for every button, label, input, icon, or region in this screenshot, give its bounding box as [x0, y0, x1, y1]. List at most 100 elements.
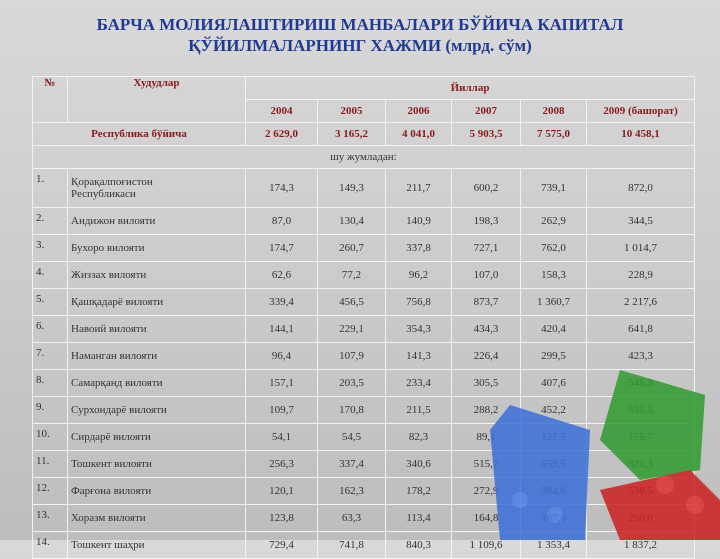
value-cell: 659,5: [520, 450, 587, 478]
total-cell: 5 903,5: [451, 122, 521, 146]
region-row: 6. Навоий вилояти 144,1 229,1 354,3 434,3 420,…: [32, 315, 696, 343]
value-cell: 203,5: [317, 369, 386, 397]
value-cell: 727,1: [451, 234, 521, 262]
region-name: Андижон вилояти: [67, 207, 246, 235]
title-line: ҚЎЙИЛМАЛАРНИНГ ХАЖМИ (млрд. сўм): [188, 36, 532, 55]
value-cell: 54,1: [245, 423, 318, 451]
value-cell: 641,8: [585, 315, 696, 343]
region-name: Наманган вилояти: [67, 342, 246, 370]
value-cell: 226,4: [451, 342, 521, 370]
value-cell: 595,5: [585, 396, 696, 424]
region-row: 2. Андижон вилояти 87,0 130,4 140,9 198,3 262,…: [32, 207, 696, 235]
value-cell: 339,4: [245, 288, 318, 316]
value-cell: 54,5: [317, 423, 386, 451]
row-number: 6.: [32, 315, 68, 343]
value-cell: 384,6: [520, 477, 587, 505]
value-cell: 434,3: [451, 315, 521, 343]
value-cell: 262,9: [520, 207, 587, 235]
region-name: Қорақалпоғистон Республикаси: [67, 168, 246, 208]
value-cell: 272,9: [451, 477, 521, 505]
years-row: 2004 2005 2006 2007 2008 2009 (башорат): [33, 99, 696, 123]
header-cell: №: [32, 76, 68, 123]
value-cell: 600,2: [451, 168, 521, 208]
value-cell: 211,5: [385, 396, 452, 424]
total-cell: 7 575,0: [520, 122, 587, 146]
region-name: Тошкент вилояти: [67, 450, 246, 478]
value-cell: 2 217,6: [585, 288, 696, 316]
region-name: Қашқадарё вилояти: [67, 288, 246, 316]
value-cell: 762,0: [520, 234, 587, 262]
title-line: БАРЧА МОЛИЯЛАШТИРИШ МАНБАЛАРИ БЎЙИЧА КАП…: [96, 15, 624, 34]
region-name: Сирдарё вилояти: [67, 423, 246, 451]
subheader-row: шу жумладан:: [31, 145, 696, 169]
header-cell: Худудлар: [67, 76, 246, 123]
row-number: 1.: [32, 168, 68, 208]
title: БАРЧА МОЛИЯЛАШТИРИШ МАНБАЛАРИ БЎЙИЧА КАП…: [0, 14, 720, 56]
value-cell: 256,3: [245, 450, 318, 478]
region-name: Тошкент шаҳри: [67, 531, 246, 559]
year-cell: 2006: [385, 99, 452, 123]
value-cell: 1 837,2: [585, 531, 696, 559]
region-row: 14. Тошкент шаҳри 729,4 741,8 840,3 1 109,6 1 …: [32, 531, 696, 559]
value-cell: 456,5: [317, 288, 386, 316]
value-cell: 233,4: [385, 369, 452, 397]
value-cell: 1 360,7: [520, 288, 587, 316]
total-cell: 4 041,0: [385, 122, 452, 146]
value-cell: 127,5: [520, 423, 587, 451]
region-row: 10. Сирдарё вилояти 54,1 54,5 82,3 89,1 127,5 1…: [32, 423, 696, 451]
value-cell: 187,6: [520, 504, 587, 532]
value-cell: 756,8: [385, 288, 452, 316]
value-cell: 741,8: [317, 531, 386, 559]
region-row: 9. Сурхондарё вилояти 109,7 170,8 211,5 288,2…: [32, 396, 696, 424]
region-name: Самарқанд вилояти: [67, 369, 246, 397]
value-cell: 354,3: [385, 315, 452, 343]
value-cell: 140,9: [385, 207, 452, 235]
year-cell: 2007: [451, 99, 521, 123]
value-cell: 120,1: [245, 477, 318, 505]
value-cell: 407,6: [520, 369, 587, 397]
total-cell: 10 458,1: [585, 122, 696, 146]
value-cell: 113,4: [385, 504, 452, 532]
total-cell: 2 629,0: [245, 122, 318, 146]
value-cell: 288,2: [451, 396, 521, 424]
value-cell: 77,2: [317, 261, 386, 289]
row-number: 7.: [32, 342, 68, 370]
year-cell: 2008: [520, 99, 587, 123]
value-cell: 63,3: [317, 504, 386, 532]
total-row: Республика бўйича 2 629,0 3 165,2 4 041,0 5…: [32, 122, 696, 146]
data-table: № Худудлар Йиллар 2004 2005 2006 2007 2008 20…: [31, 76, 696, 559]
value-cell: 211,7: [385, 168, 452, 208]
value-cell: 548,3: [585, 369, 696, 397]
row-number: 10.: [32, 423, 68, 451]
region-row: 4. Жиззах вилояти 62,6 77,2 96,2 107,0 158,3 22…: [32, 261, 696, 289]
value-cell: 515,7: [451, 450, 521, 478]
row-number: 12.: [32, 477, 68, 505]
region-name: Сурхондарё вилояти: [67, 396, 246, 424]
value-cell: 157,1: [245, 369, 318, 397]
row-number: 2.: [32, 207, 68, 235]
value-cell: 87,0: [245, 207, 318, 235]
region-row: 11. Тошкент вилояти 256,3 337,4 340,6 515,7 65…: [32, 450, 696, 478]
value-cell: 198,3: [451, 207, 521, 235]
row-number: 9.: [32, 396, 68, 424]
value-cell: 729,4: [245, 531, 318, 559]
header-cell: Йиллар: [244, 76, 696, 100]
region-row: 8. Самарқанд вилояти 157,1 203,5 233,4 305,5 4…: [32, 369, 696, 397]
value-cell: 130,4: [317, 207, 386, 235]
row-number: 11.: [32, 450, 68, 478]
value-cell: 1 109,6: [451, 531, 521, 559]
value-cell: 170,8: [317, 396, 386, 424]
value-cell: 250,0: [585, 504, 696, 532]
value-cell: 260,7: [317, 234, 386, 262]
region-row: 5. Қашқадарё вилояти 339,4 456,5 756,8 873,7 1…: [32, 288, 696, 316]
row-number: 14.: [32, 531, 68, 559]
value-cell: 141,3: [385, 342, 452, 370]
row-number: 4.: [32, 261, 68, 289]
value-cell: 872,0: [585, 168, 696, 208]
value-cell: 174,7: [245, 234, 318, 262]
value-cell: 109,7: [245, 396, 318, 424]
value-cell: 149,3: [317, 168, 386, 208]
region-row: 12. Фарғона вилояти 120,1 162,3 178,2 272,9 38…: [32, 477, 696, 505]
row-number: 8.: [32, 369, 68, 397]
value-cell: 175,7: [585, 423, 696, 451]
